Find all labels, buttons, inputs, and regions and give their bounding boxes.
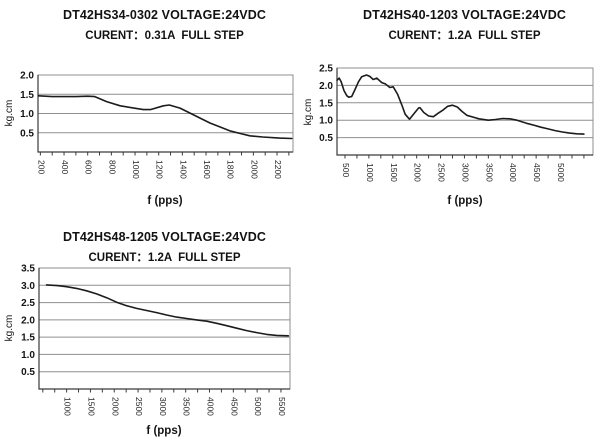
chart-subtitle: CURENT：1.2A FULL STEP [88,252,241,264]
chart-subtitle: CURENT：1.2A FULL STEP [388,30,541,42]
x-tick-label: 2500 [134,397,144,416]
y-tick-label: 1.0 [319,116,333,127]
chart-title: DT42HS40-1203 VOLTAGE:24VDC [363,8,566,22]
chart-title: DT42HS48-1205 VOLTAGE:24VDC [63,230,266,244]
x-tick-label: 3000 [158,397,168,416]
x-tick-label: 1800 [226,160,236,179]
chart-title: DT42HS34-0302 VOLTAGE:24VDC [63,8,266,22]
x-tick-label: 5500 [277,397,287,416]
chart-dt42hs48-1205: DT42HS48-1205 VOLTAGE:24VDC CURENT：1.2A … [0,222,303,446]
x-tick-label: 2000 [413,163,423,182]
y-tick-label: 3.0 [21,281,35,292]
plot-border [336,67,594,156]
x-tick-label: 800 [107,160,117,174]
x-tick-label: 200 [36,160,46,174]
y-axis-label: kg.cm [4,100,15,127]
x-tick-label: 5000 [253,397,263,416]
y-tick-label: 1.5 [21,333,35,344]
y-tick-label: 1.0 [21,350,35,361]
x-tick-label: 2200 [273,160,283,179]
x-tick-label: 3500 [484,163,494,182]
x-tick-label: 1600 [202,160,212,179]
x-tick-label: 3000 [460,163,470,182]
x-tick-label: 1000 [63,397,73,416]
x-tick-label: 500 [341,163,351,177]
torque-plot: kg.cm f (pps) 0.5 1.0 1.5 2.0 2.5 3.0 3.5 1000 1… [4,264,291,437]
chart-dt42hs40-1203: DT42HS40-1203 VOLTAGE:24VDC CURENT：1.2A … [300,0,603,221]
x-axis-label: f (pps) [146,425,181,437]
x-tick-label: 5000 [556,163,566,182]
x-tick-label: 4500 [532,163,542,182]
torque-curve [336,74,585,135]
x-tick-label: 1000 [365,163,375,182]
y-tick-label: 0.5 [20,128,34,139]
x-tick-label: 2000 [110,397,120,416]
axis-lines [38,268,290,390]
x-axis-label: f (pps) [447,195,482,207]
y-tick-label: 2.5 [21,298,35,309]
plot-area: 0.5 1.0 1.5 2.0 2.5 500 1000 1500 2000 2500 3000 35… [319,64,594,182]
plot-area: 0.5 1.0 1.5 2.0 200 400 600 800 1000 1200 1400 1600… [20,71,294,179]
y-axis-label: kg.cm [303,99,314,126]
plot-area: 0.5 1.0 1.5 2.0 2.5 3.0 3.5 1000 1500 2000 2500 300… [21,264,291,416]
axis-lines [37,75,293,153]
torque-curve [45,284,290,337]
torque-plot: kg.cm f (pps) 0.5 1.0 1.5 2.0 2.5 500 1000 1500… [303,64,594,207]
torque-plot: kg.cm f (pps) 0.5 1.0 1.5 2.0 200 400 600 800 10… [4,71,294,207]
x-tick-label: 4500 [229,397,239,416]
y-tick-label: 1.0 [20,109,34,120]
x-tick-label: 3500 [182,397,192,416]
x-tick-label: 4000 [206,397,216,416]
torque-curve [37,94,293,140]
x-tick-label: 2000 [249,160,259,179]
x-tick-label: 1500 [389,163,399,182]
y-tick-label: 2.0 [319,81,333,92]
plot-border [38,267,291,390]
y-tick-label: 2.5 [319,64,333,75]
x-tick-label: 2500 [437,163,447,182]
x-tick-label: 1000 [131,160,141,179]
chart-dt42hs34-0302: DT42HS34-0302 VOLTAGE:24VDC CURENT：0.31A… [0,0,303,221]
y-tick-label: 0.5 [21,367,35,378]
x-tick-label: 1400 [178,160,188,179]
x-axis-label: f (pps) [147,195,182,207]
x-tick-label: 4000 [508,163,518,182]
y-tick-label: 3.5 [21,264,35,275]
x-tick-label: 1500 [86,397,96,416]
x-tick-label: 600 [84,160,94,174]
x-tick-label: 1200 [155,160,165,179]
x-tick-label: 400 [60,160,70,174]
y-tick-label: 2.0 [20,71,34,82]
axis-lines [336,68,593,156]
y-tick-label: 1.5 [20,90,34,101]
y-tick-label: 1.5 [319,98,333,109]
y-tick-label: 2.0 [21,315,35,326]
y-axis-label: kg.cm [4,315,15,342]
chart-subtitle: CURENT：0.31A FULL STEP [85,30,244,42]
y-tick-label: 0.5 [319,133,333,144]
